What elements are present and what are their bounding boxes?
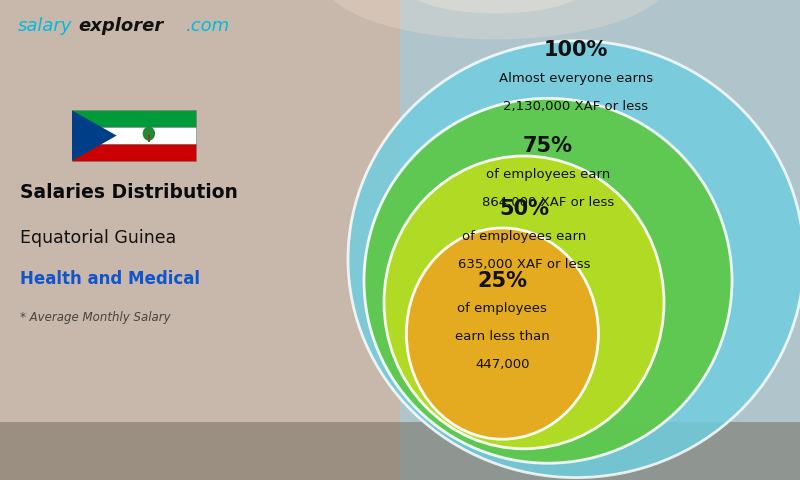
Ellipse shape	[142, 127, 155, 141]
Text: 447,000: 447,000	[475, 358, 530, 371]
FancyBboxPatch shape	[0, 422, 800, 480]
Bar	[72, 127, 196, 144]
Text: 864,000 XAF or less: 864,000 XAF or less	[482, 195, 614, 209]
Text: Salaries Distribution: Salaries Distribution	[20, 182, 238, 202]
Bar	[72, 144, 196, 161]
Text: of employees earn: of employees earn	[462, 230, 586, 243]
Text: 50%: 50%	[499, 199, 549, 219]
Polygon shape	[72, 110, 117, 161]
Text: of employees: of employees	[458, 302, 547, 315]
Text: explorer: explorer	[78, 17, 164, 36]
Text: salary: salary	[18, 17, 72, 36]
Ellipse shape	[384, 156, 664, 449]
Text: .com: .com	[186, 17, 230, 36]
Ellipse shape	[364, 98, 732, 463]
Text: earn less than: earn less than	[455, 330, 550, 343]
Text: * Average Monthly Salary: * Average Monthly Salary	[20, 311, 170, 324]
Text: 2,130,000 XAF or less: 2,130,000 XAF or less	[503, 99, 649, 113]
Text: 25%: 25%	[478, 271, 527, 291]
Ellipse shape	[348, 41, 800, 478]
Text: 75%: 75%	[523, 136, 573, 156]
Bar	[72, 110, 196, 127]
Bar	[148, 135, 150, 142]
FancyBboxPatch shape	[400, 0, 800, 480]
Ellipse shape	[406, 228, 598, 439]
Text: 635,000 XAF or less: 635,000 XAF or less	[458, 258, 590, 271]
Ellipse shape	[320, 0, 672, 39]
Ellipse shape	[392, 0, 600, 13]
Text: Equatorial Guinea: Equatorial Guinea	[20, 228, 176, 247]
Text: of employees earn: of employees earn	[486, 168, 610, 181]
Text: Almost everyone earns: Almost everyone earns	[499, 72, 653, 85]
Text: Health and Medical: Health and Medical	[20, 270, 200, 288]
Text: 100%: 100%	[544, 40, 608, 60]
FancyBboxPatch shape	[0, 0, 400, 480]
